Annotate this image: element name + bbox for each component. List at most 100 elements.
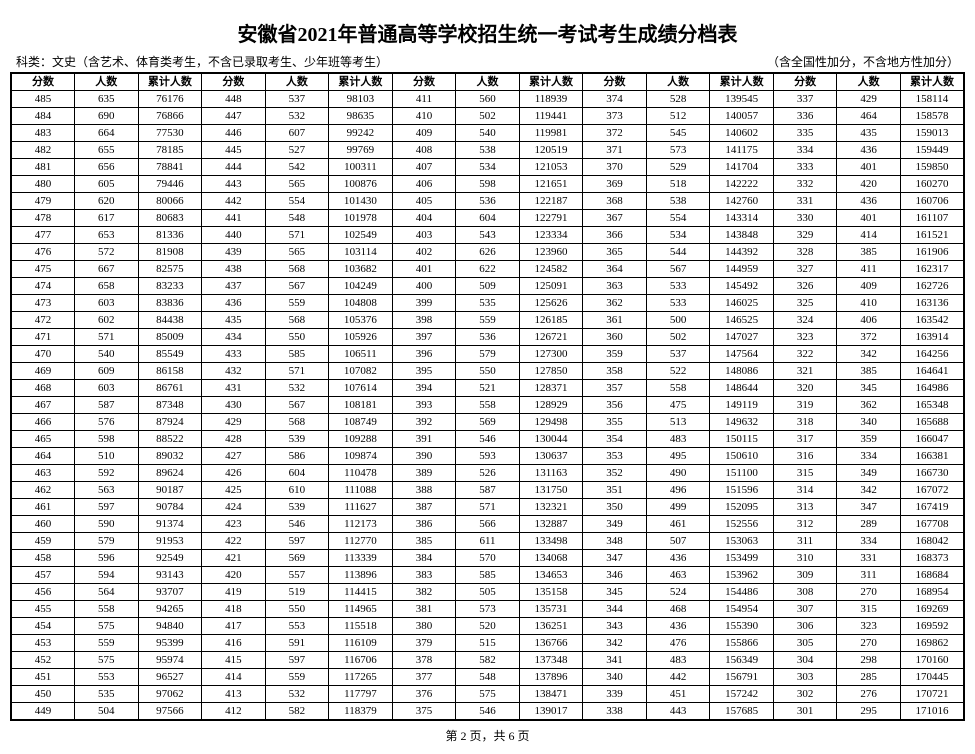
table-cell: 391 xyxy=(392,431,456,448)
table-cell: 635 xyxy=(75,91,139,108)
table-cell: 507 xyxy=(646,533,710,550)
table-cell: 472 xyxy=(11,312,75,329)
table-cell: 140602 xyxy=(710,125,774,142)
table-cell: 559 xyxy=(456,312,520,329)
table-cell: 444 xyxy=(202,159,266,176)
table-cell: 86158 xyxy=(138,363,202,380)
table-cell: 548 xyxy=(265,210,329,227)
table-cell: 95399 xyxy=(138,635,202,652)
table-cell: 655 xyxy=(75,142,139,159)
col-header: 人数 xyxy=(837,73,901,91)
table-cell: 162726 xyxy=(900,278,964,295)
table-cell: 139017 xyxy=(519,703,583,721)
table-cell: 111088 xyxy=(329,482,393,499)
table-cell: 104249 xyxy=(329,278,393,295)
table-row: 4545759484041755311551838052013625134343… xyxy=(11,618,964,635)
table-cell: 331 xyxy=(837,550,901,567)
table-cell: 128371 xyxy=(519,380,583,397)
table-cell: 455 xyxy=(11,601,75,618)
table-cell: 154486 xyxy=(710,584,774,601)
table-cell: 620 xyxy=(75,193,139,210)
table-cell: 658 xyxy=(75,278,139,295)
table-cell: 454 xyxy=(11,618,75,635)
table-cell: 429 xyxy=(837,91,901,108)
table-cell: 364 xyxy=(583,261,647,278)
table-cell: 560 xyxy=(456,91,520,108)
table-cell: 414 xyxy=(202,669,266,686)
table-cell: 146525 xyxy=(710,312,774,329)
table-cell: 306 xyxy=(773,618,837,635)
table-cell: 325 xyxy=(773,295,837,312)
table-cell: 161107 xyxy=(900,210,964,227)
table-cell: 519 xyxy=(265,584,329,601)
table-row: 4555589426541855011496538157313573134446… xyxy=(11,601,964,618)
table-cell: 426 xyxy=(202,465,266,482)
table-cell: 153499 xyxy=(710,550,774,567)
table-cell: 94265 xyxy=(138,601,202,618)
table-cell: 476 xyxy=(646,635,710,652)
table-cell: 667 xyxy=(75,261,139,278)
table-cell: 446 xyxy=(202,125,266,142)
table-cell: 119441 xyxy=(519,108,583,125)
table-cell: 375 xyxy=(392,703,456,721)
table-cell: 546 xyxy=(456,703,520,721)
col-header: 累计人数 xyxy=(710,73,774,91)
table-cell: 351 xyxy=(583,482,647,499)
table-cell: 362 xyxy=(837,397,901,414)
table-cell: 440 xyxy=(202,227,266,244)
table-cell: 166730 xyxy=(900,465,964,482)
table-cell: 332 xyxy=(773,176,837,193)
table-cell: 596 xyxy=(75,550,139,567)
table-row: 4806057944644356510087640659812165136951… xyxy=(11,176,964,193)
table-cell: 474 xyxy=(11,278,75,295)
table-cell: 437 xyxy=(202,278,266,295)
table-row: 4645108903242758610987439059313063735349… xyxy=(11,448,964,465)
table-cell: 557 xyxy=(265,567,329,584)
table-cell: 459 xyxy=(11,533,75,550)
col-header: 累计人数 xyxy=(519,73,583,91)
table-cell: 372 xyxy=(583,125,647,142)
table-cell: 435 xyxy=(837,125,901,142)
table-header-row: 分数人数累计人数分数人数累计人数分数人数累计人数分数人数累计人数分数人数累计人数 xyxy=(11,73,964,91)
table-cell: 385 xyxy=(392,533,456,550)
table-cell: 404 xyxy=(392,210,456,227)
table-cell: 87348 xyxy=(138,397,202,414)
table-cell: 540 xyxy=(75,346,139,363)
table-cell: 77530 xyxy=(138,125,202,142)
table-cell: 323 xyxy=(837,618,901,635)
table-cell: 91374 xyxy=(138,516,202,533)
table-cell: 317 xyxy=(773,431,837,448)
table-cell: 79446 xyxy=(138,176,202,193)
table-cell: 104808 xyxy=(329,295,393,312)
table-cell: 336 xyxy=(773,108,837,125)
table-cell: 538 xyxy=(456,142,520,159)
table-cell: 480 xyxy=(11,176,75,193)
table-cell: 120519 xyxy=(519,142,583,159)
table-cell: 361 xyxy=(583,312,647,329)
table-cell: 328 xyxy=(773,244,837,261)
table-cell: 553 xyxy=(75,669,139,686)
table-cell: 295 xyxy=(837,703,901,721)
table-cell: 153962 xyxy=(710,567,774,584)
table-cell: 384 xyxy=(392,550,456,567)
table-cell: 357 xyxy=(583,380,647,397)
table-cell: 475 xyxy=(646,397,710,414)
table-cell: 343 xyxy=(583,618,647,635)
table-cell: 139545 xyxy=(710,91,774,108)
table-cell: 353 xyxy=(583,448,647,465)
table-cell: 121053 xyxy=(519,159,583,176)
table-cell: 360 xyxy=(583,329,647,346)
table-cell: 481 xyxy=(11,159,75,176)
table-cell: 436 xyxy=(202,295,266,312)
table-cell: 309 xyxy=(773,567,837,584)
table-cell: 546 xyxy=(456,431,520,448)
table-cell: 117265 xyxy=(329,669,393,686)
table-cell: 540 xyxy=(456,125,520,142)
table-row: 4756678257543856810368240162212458236456… xyxy=(11,261,964,278)
table-cell: 513 xyxy=(646,414,710,431)
table-cell: 169269 xyxy=(900,601,964,618)
table-cell: 453 xyxy=(11,635,75,652)
table-cell: 443 xyxy=(646,703,710,721)
table-cell: 536 xyxy=(456,329,520,346)
table-cell: 326 xyxy=(773,278,837,295)
